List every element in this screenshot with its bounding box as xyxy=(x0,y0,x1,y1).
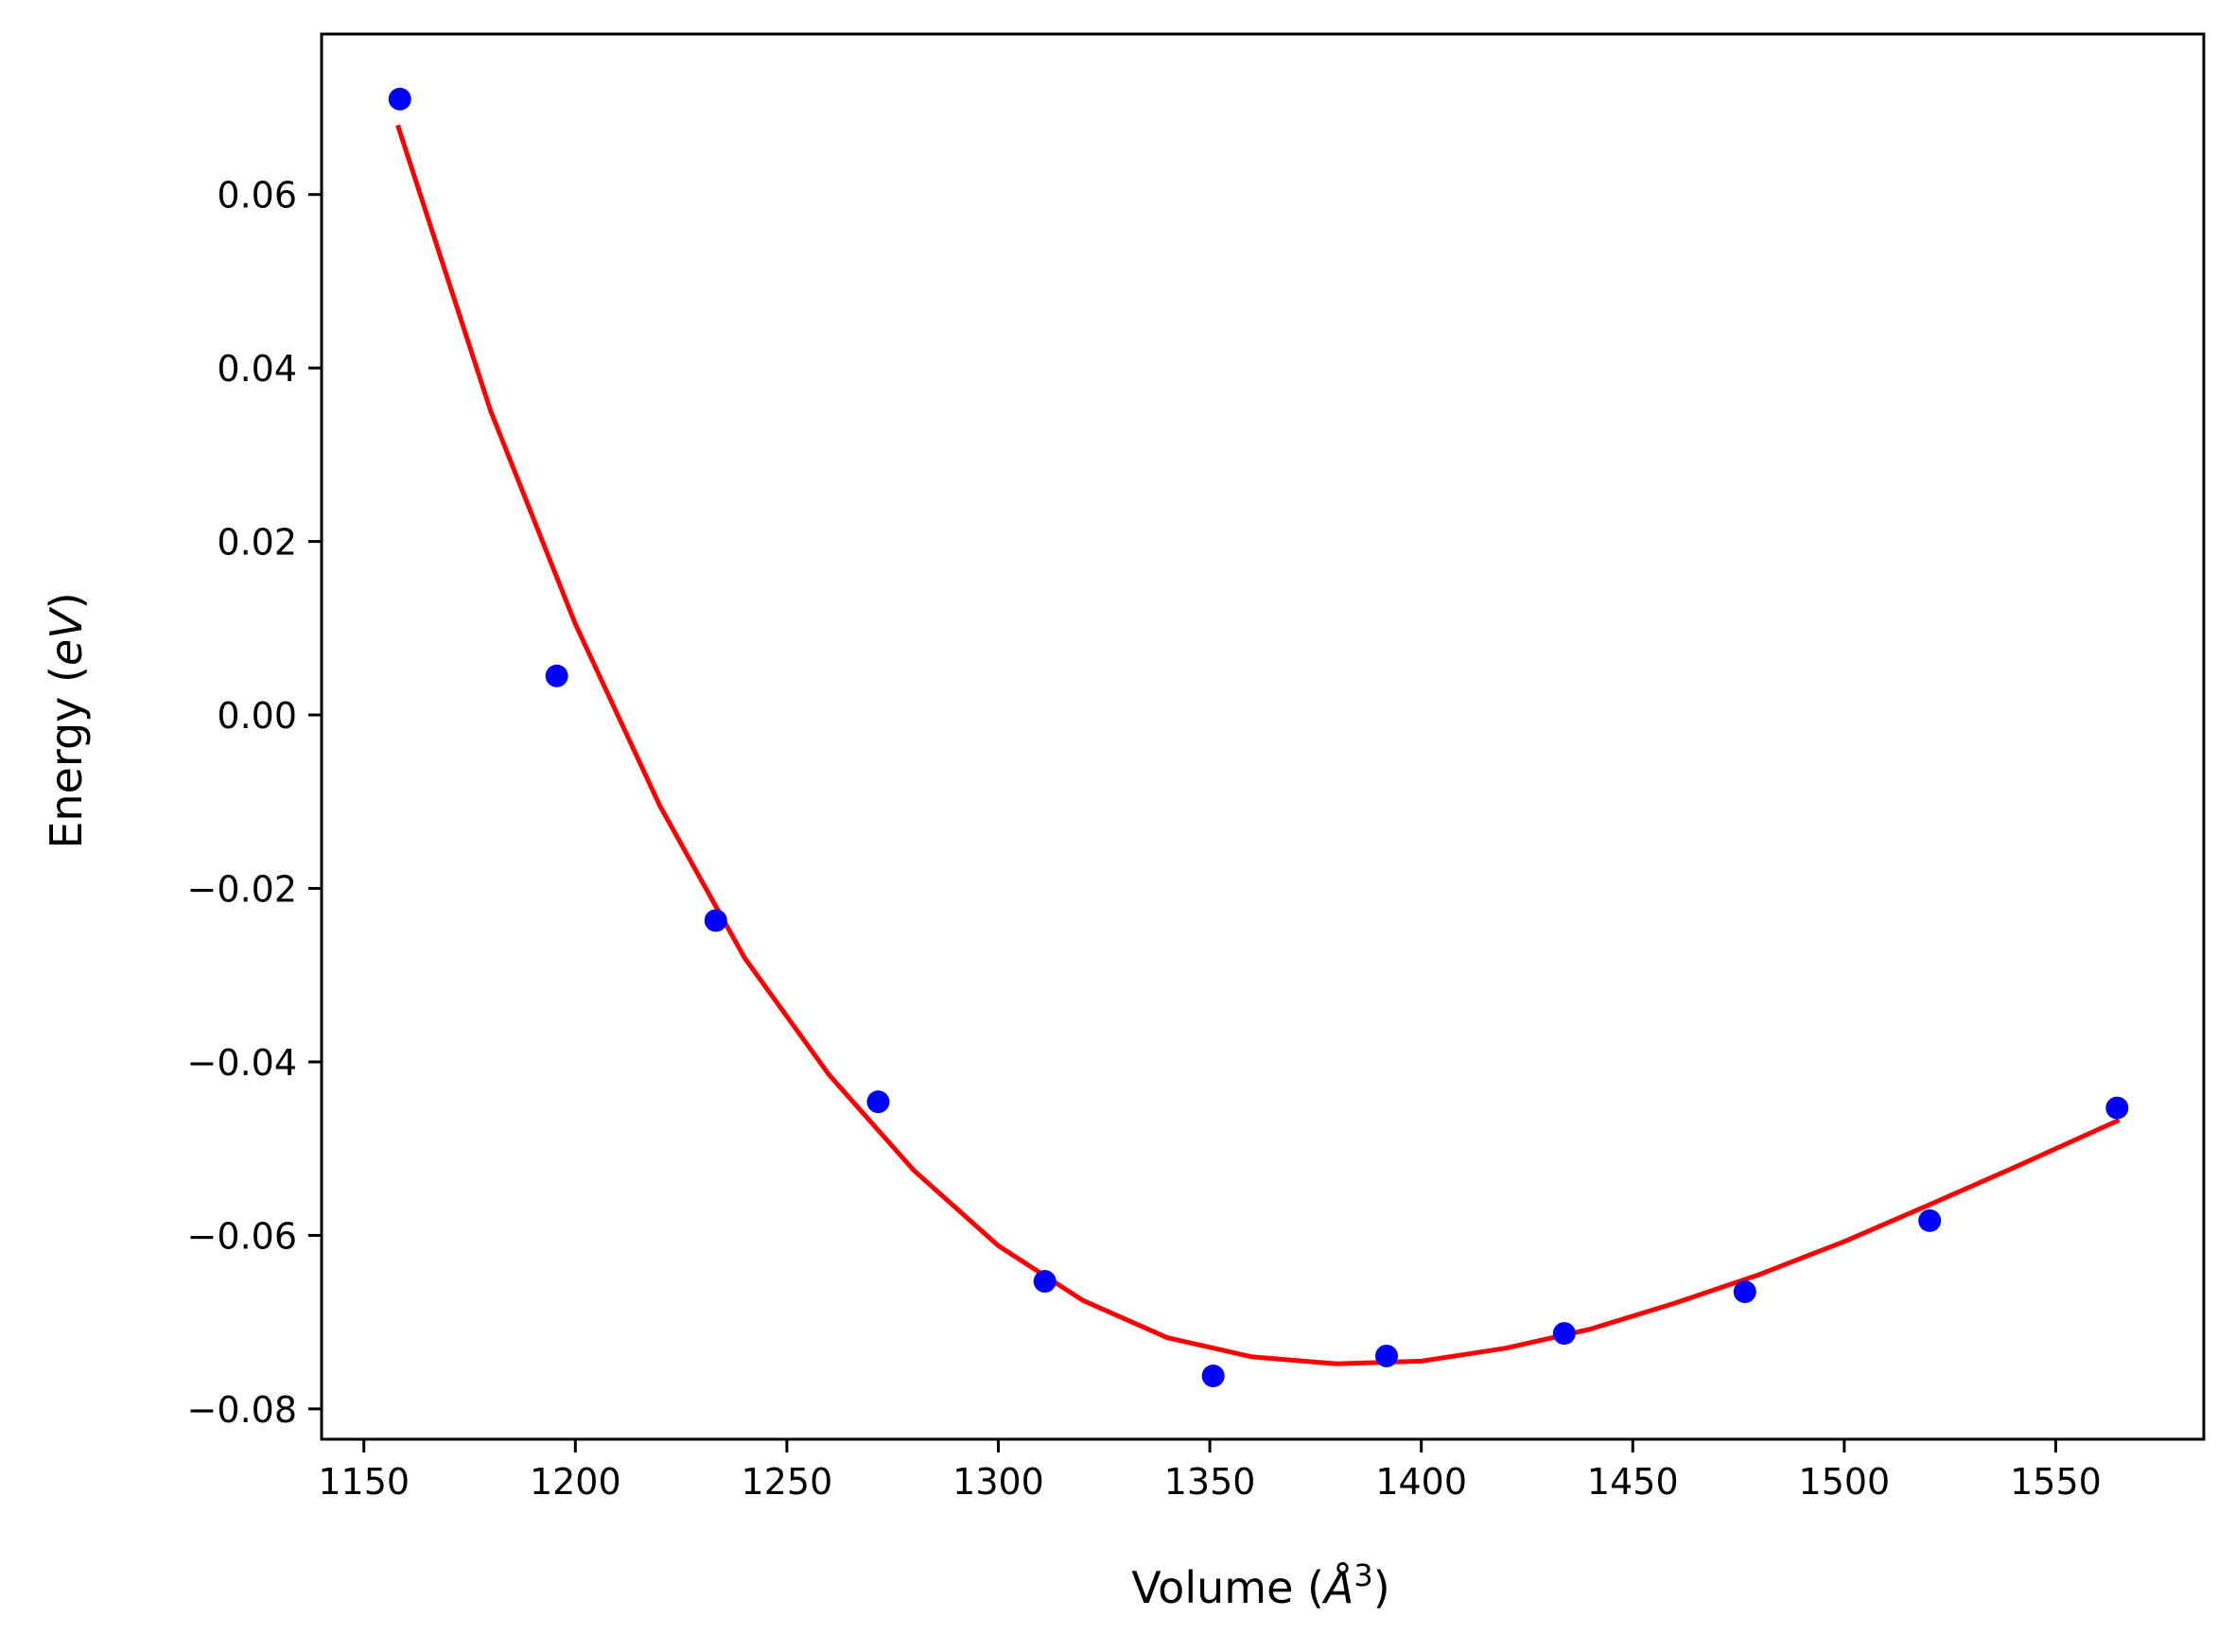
x-axis-label-main: Volume ( xyxy=(1131,1562,1324,1613)
y-tick-label: 0.04 xyxy=(217,348,297,390)
data-point xyxy=(1375,1344,1399,1367)
data-point xyxy=(388,87,411,111)
y-tick-label: −0.08 xyxy=(187,1389,297,1431)
data-point xyxy=(545,664,568,687)
x-tick-label: 1250 xyxy=(742,1461,833,1503)
data-point xyxy=(1033,1270,1056,1294)
x-axis-label-exponent: 3 xyxy=(1353,1557,1372,1593)
y-axis-label: Energy (eV) xyxy=(41,592,92,848)
data-point xyxy=(704,909,727,932)
y-axis-label-close: ) xyxy=(41,592,92,609)
y-tick-label: −0.04 xyxy=(187,1042,297,1084)
x-axis-label-close: ) xyxy=(1373,1562,1390,1613)
x-tick-label: 1350 xyxy=(1164,1461,1256,1503)
x-tick-label: 1150 xyxy=(318,1461,410,1503)
x-axis-label-unit: Å xyxy=(1321,1562,1353,1613)
y-tick-label: −0.02 xyxy=(187,869,297,911)
x-tick-label: 1300 xyxy=(952,1461,1044,1503)
x-tick-label: 1400 xyxy=(1375,1461,1467,1503)
y-tick-label: 0.02 xyxy=(217,522,297,564)
x-tick-label: 1200 xyxy=(530,1461,621,1503)
y-tick-label: 0.00 xyxy=(217,695,297,737)
plot-frame xyxy=(320,32,2206,1441)
fit-curve xyxy=(395,124,2121,1366)
y-axis-label-main: Energy ( xyxy=(41,666,92,849)
x-tick-label: 1550 xyxy=(2010,1461,2102,1503)
data-point xyxy=(1733,1280,1756,1304)
data-point xyxy=(1918,1209,1942,1232)
x-tick-label: 1500 xyxy=(1799,1461,1891,1503)
fit-curve-layer xyxy=(395,124,2121,1366)
y-tick-label: 0.06 xyxy=(217,175,297,217)
y-axis-label-unit: eV xyxy=(41,606,92,666)
data-point xyxy=(2105,1096,2129,1120)
data-point xyxy=(1552,1322,1576,1346)
data-point xyxy=(866,1090,890,1114)
y-axis: −0.08 −0.06 −0.04 −0.02 0.00 0.02 0.04 0.06 xyxy=(187,175,322,1431)
x-axis: 1150 1200 1250 1300 1350 1400 1450 1500 1550 xyxy=(318,1439,2102,1503)
x-axis-label: Volume (Å3) xyxy=(1131,1557,1389,1613)
x-tick-label: 1450 xyxy=(1587,1461,1679,1503)
data-points-layer xyxy=(388,87,2129,1388)
y-tick-label: −0.06 xyxy=(187,1215,297,1257)
data-point xyxy=(1201,1365,1225,1388)
